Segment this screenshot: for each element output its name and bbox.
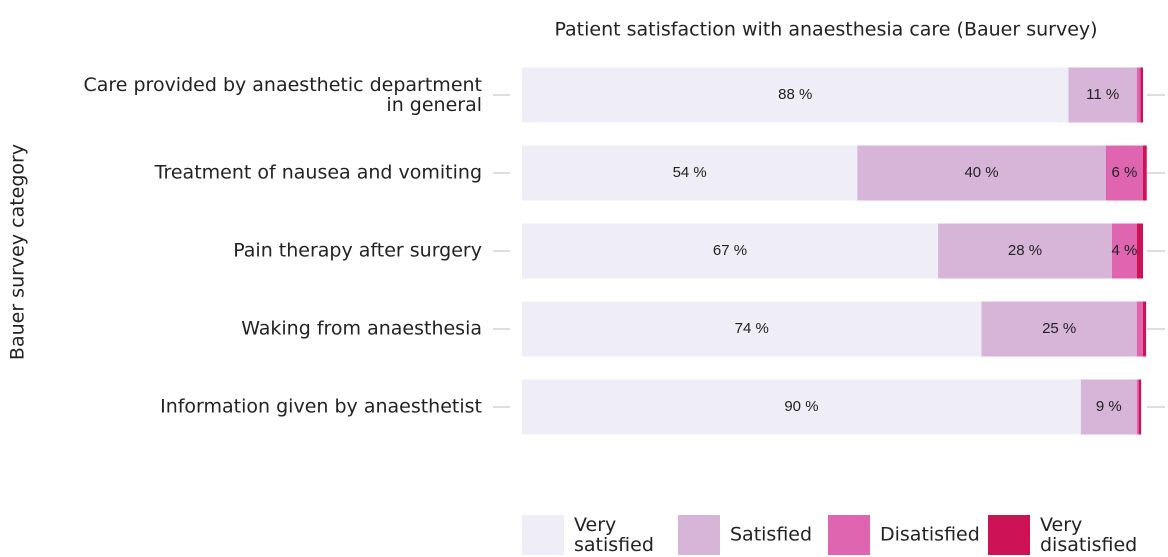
chart-title: Patient satisfaction with anaesthesia ca… bbox=[554, 19, 1097, 41]
bar-segment bbox=[938, 223, 1112, 279]
bar-segment bbox=[522, 223, 939, 279]
bar-segment bbox=[1143, 301, 1147, 357]
bar-segment bbox=[1111, 223, 1137, 279]
data-label: 88 % bbox=[778, 86, 812, 103]
data-label: 40 % bbox=[964, 164, 998, 181]
legend-label: Satisfied bbox=[730, 524, 812, 546]
bar-segment bbox=[1105, 145, 1143, 201]
bar-segment bbox=[1143, 145, 1147, 201]
data-label: 74 % bbox=[735, 320, 769, 337]
legend-swatch bbox=[828, 515, 870, 555]
bar-segment bbox=[522, 145, 858, 201]
bar-segment bbox=[857, 145, 1106, 201]
y-tick-label: Information given by anaesthetist bbox=[160, 396, 482, 418]
legend-label: Very disatisfied bbox=[1040, 514, 1137, 556]
data-label: 6 % bbox=[1111, 164, 1137, 181]
data-label: 67 % bbox=[713, 242, 747, 259]
legend-label: Very satisfied bbox=[574, 514, 654, 556]
y-tick-label: Care provided by anaesthetic department i… bbox=[83, 74, 482, 116]
legend-label: Disatisfied bbox=[880, 524, 980, 546]
y-tick-label: Waking from anaesthesia bbox=[241, 318, 482, 340]
bar-segment bbox=[1136, 301, 1143, 357]
data-label: 54 % bbox=[673, 164, 707, 181]
legend-swatch bbox=[522, 515, 564, 555]
bar-segment bbox=[1136, 223, 1143, 279]
data-label: 90 % bbox=[784, 398, 818, 415]
y-tick-label: Pain therapy after surgery bbox=[233, 240, 482, 262]
data-label: 11 % bbox=[1086, 86, 1119, 103]
data-label: 28 % bbox=[1008, 242, 1042, 259]
bar-segment bbox=[522, 301, 982, 357]
bar-segment bbox=[1068, 67, 1137, 123]
data-label: 4 % bbox=[1111, 242, 1137, 259]
legend-swatch bbox=[678, 515, 720, 555]
legend-swatch bbox=[988, 515, 1030, 555]
bar-segment bbox=[522, 67, 1069, 123]
data-label: 25 % bbox=[1042, 320, 1076, 337]
bar-segment bbox=[1136, 379, 1139, 435]
data-label: 9 % bbox=[1096, 398, 1122, 415]
y-axis-label: Bauer survey category bbox=[7, 144, 29, 360]
bar-segment bbox=[1080, 379, 1137, 435]
bar-segment bbox=[981, 301, 1137, 357]
bar-segment bbox=[1140, 67, 1143, 123]
y-tick-label: Treatment of nausea and vomiting bbox=[154, 162, 482, 184]
bar-segment bbox=[1138, 379, 1142, 435]
bar-segment bbox=[1136, 67, 1141, 123]
bar-segment bbox=[522, 379, 1081, 435]
